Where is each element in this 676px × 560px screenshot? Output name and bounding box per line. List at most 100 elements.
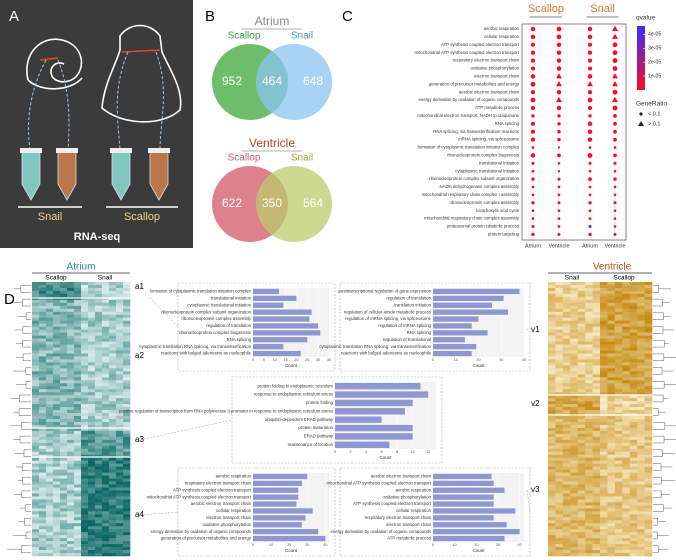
heatmap-cell — [74, 436, 82, 441]
heatmap-cell — [39, 392, 47, 396]
heatmap-cell — [46, 505, 54, 509]
heatmap-cell — [555, 460, 564, 464]
bar — [433, 480, 494, 486]
heatmap-cell — [570, 377, 579, 381]
heatmap-cell — [555, 535, 564, 539]
heatmap-cell — [39, 460, 47, 464]
venn-title: Atrium — [255, 14, 290, 28]
heatmap-cell — [88, 374, 96, 378]
heatmap-cell — [592, 389, 601, 393]
heatmap-cell — [562, 347, 571, 351]
heatmap-cell — [116, 517, 124, 521]
heatmap-cell — [548, 293, 556, 298]
heatmap-cell — [46, 410, 54, 414]
heatmap-cell — [548, 311, 556, 316]
heatmap-cell — [53, 359, 61, 363]
heatmap-cell — [592, 496, 601, 500]
heatmap-cell — [644, 487, 653, 491]
heatmap-cell — [614, 320, 623, 324]
heatmap-cell — [53, 329, 61, 333]
heatmap-cell — [548, 487, 556, 491]
heatmap-cell — [607, 296, 616, 301]
heatmap-cell — [74, 481, 82, 485]
heatmap-cell — [622, 392, 631, 396]
heatmap-cell — [39, 514, 47, 518]
heatmap-cell — [607, 362, 616, 366]
term-label: cytoplasmic translational initiation — [187, 302, 251, 307]
heatmap-cell — [607, 451, 616, 456]
heatmap-cell — [53, 380, 61, 384]
heatmap-cell — [67, 460, 75, 464]
heatmap-cell — [39, 344, 47, 348]
heatmap-cell — [600, 416, 608, 420]
heatmap-cell — [46, 332, 54, 336]
heatmap-cell — [123, 335, 131, 339]
heatmap-cell — [95, 505, 103, 509]
heatmap-cell — [585, 493, 593, 497]
heatmap-cell — [548, 508, 556, 512]
heatmap-cell — [577, 466, 586, 470]
heatmap-cell — [102, 308, 110, 313]
heatmap-cell — [123, 284, 131, 289]
heatmap-cell — [95, 374, 103, 378]
heatmap-cell — [592, 302, 601, 307]
heatmap-cell — [562, 335, 571, 339]
heatmap-cell — [637, 380, 645, 384]
bar — [253, 302, 284, 308]
heatmap-cell — [53, 505, 61, 509]
connector — [139, 286, 179, 328]
heatmap-cell — [600, 365, 608, 369]
heatmap-cell — [60, 332, 68, 336]
bar — [253, 473, 308, 480]
heatmap-cell — [570, 359, 579, 363]
heatmap-cell — [637, 407, 645, 411]
heatmap-cell — [585, 419, 593, 423]
heatmap-cell — [548, 362, 556, 366]
bar — [253, 344, 284, 350]
heatmap-cell — [67, 341, 75, 345]
heatmap-cell — [600, 484, 608, 488]
heatmap-cell — [74, 287, 82, 292]
heatmap-cell — [629, 299, 638, 304]
heatmap-cell — [88, 359, 96, 363]
heatmap-cell — [622, 433, 631, 438]
heatmap-cell — [600, 529, 608, 533]
term-label: regulation of mRNA splicing, via spliceo… — [345, 316, 431, 321]
heatmap-cell — [109, 305, 117, 310]
heatmap-cell — [123, 290, 131, 295]
heatmap-cell — [74, 493, 82, 497]
heatmap-cell — [600, 457, 608, 461]
heatmap-cell — [116, 523, 124, 527]
heatmap-cell — [109, 284, 117, 289]
heatmap-cell — [116, 451, 124, 456]
heatmap-cell — [629, 362, 638, 366]
heatmap-cell — [53, 499, 61, 503]
heatmap-cell — [123, 487, 131, 491]
heatmap-cell — [32, 395, 40, 399]
heatmap-cell — [629, 365, 638, 369]
heatmap-cell — [629, 538, 638, 542]
heatmap-cell — [637, 317, 645, 322]
heatmap-cell — [39, 433, 47, 438]
heatmap-cell — [592, 314, 601, 319]
heatmap-cell — [555, 332, 564, 336]
heatmap-cell — [622, 514, 631, 518]
heatmap-cell — [585, 535, 593, 539]
heatmap-cell — [53, 392, 61, 396]
heatmap-cell — [592, 377, 601, 381]
bar — [253, 316, 310, 322]
heatmap-cell — [637, 401, 645, 405]
heatmap-cell — [562, 374, 571, 378]
heatmap-cell — [548, 392, 556, 396]
term-label: cellular respiration — [396, 508, 431, 513]
heatmap-cell — [548, 481, 556, 485]
heatmap-cell — [39, 314, 47, 319]
heatmap-cell — [95, 416, 103, 420]
dot — [557, 114, 561, 118]
heatmap-cell — [548, 493, 556, 497]
heatmap-cell — [622, 547, 631, 551]
heatmap-cell — [600, 448, 608, 453]
heatmap-cell — [562, 514, 571, 518]
heatmap-cell — [88, 410, 96, 414]
heatmap-cell — [577, 535, 586, 539]
